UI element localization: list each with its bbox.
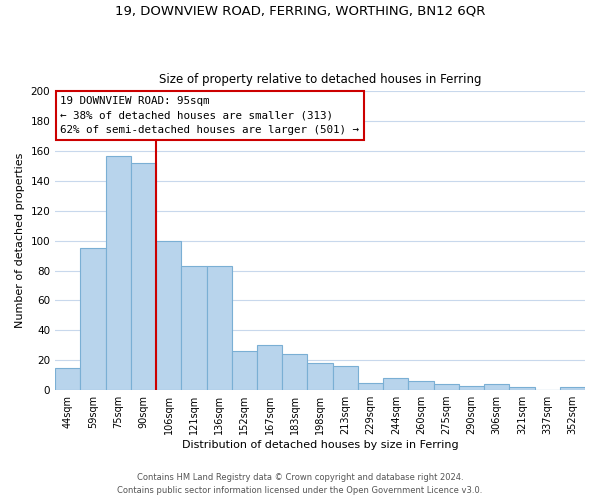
Bar [282, 354, 307, 390]
Bar [484, 384, 509, 390]
Bar [181, 266, 206, 390]
Bar [509, 387, 535, 390]
Title: Size of property relative to detached houses in Ferring: Size of property relative to detached ho… [159, 73, 481, 86]
Text: 19, DOWNVIEW ROAD, FERRING, WORTHING, BN12 6QR: 19, DOWNVIEW ROAD, FERRING, WORTHING, BN… [115, 5, 485, 18]
Bar [383, 378, 409, 390]
Bar [80, 248, 106, 390]
Bar [206, 266, 232, 390]
Bar [106, 156, 131, 390]
Bar [55, 368, 80, 390]
Bar [257, 346, 282, 390]
Y-axis label: Number of detached properties: Number of detached properties [15, 153, 25, 328]
Text: Contains HM Land Registry data © Crown copyright and database right 2024.
Contai: Contains HM Land Registry data © Crown c… [118, 474, 482, 495]
Bar [156, 240, 181, 390]
Text: 19 DOWNVIEW ROAD: 95sqm
← 38% of detached houses are smaller (313)
62% of semi-d: 19 DOWNVIEW ROAD: 95sqm ← 38% of detache… [61, 96, 359, 136]
Bar [332, 366, 358, 390]
Bar [232, 351, 257, 390]
Bar [409, 381, 434, 390]
Bar [131, 163, 156, 390]
Bar [358, 382, 383, 390]
Bar [434, 384, 459, 390]
Bar [459, 386, 484, 390]
Bar [560, 387, 585, 390]
X-axis label: Distribution of detached houses by size in Ferring: Distribution of detached houses by size … [182, 440, 458, 450]
Bar [307, 363, 332, 390]
